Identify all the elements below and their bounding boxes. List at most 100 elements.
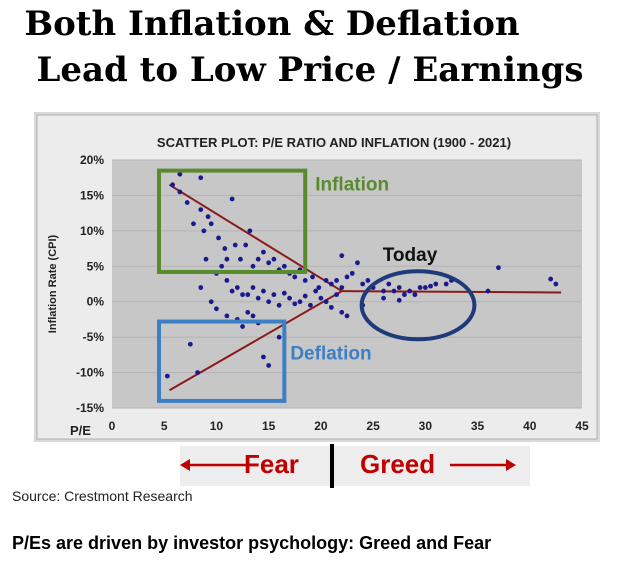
y-tick-label: 5% bbox=[87, 259, 105, 273]
data-point bbox=[407, 288, 413, 294]
data-point bbox=[276, 302, 282, 308]
data-point bbox=[250, 313, 256, 319]
y-tick-label: -10% bbox=[76, 366, 104, 380]
data-point bbox=[313, 288, 319, 294]
data-point bbox=[247, 228, 253, 234]
today-circle bbox=[359, 269, 477, 342]
data-point bbox=[201, 228, 207, 234]
data-point bbox=[323, 299, 329, 305]
plot-area bbox=[112, 160, 582, 408]
today-label: Today bbox=[383, 245, 438, 266]
data-point bbox=[205, 214, 211, 220]
y-tick-label: -15% bbox=[76, 401, 104, 415]
data-point bbox=[255, 256, 261, 262]
data-point bbox=[255, 295, 261, 301]
data-point bbox=[245, 292, 251, 298]
data-point bbox=[422, 285, 428, 290]
inflation-box bbox=[157, 168, 308, 274]
chart-title: SCATTER PLOT: P/E RATIO AND INFLATION (1… bbox=[157, 135, 511, 150]
x-tick-label: 15 bbox=[262, 419, 276, 433]
y-tick-label: 15% bbox=[80, 188, 104, 202]
data-point bbox=[240, 292, 245, 298]
y-tick-labels: 20% 15% 10% 5% 0% -5% -10% -15% bbox=[76, 153, 104, 415]
data-point bbox=[261, 288, 266, 294]
data-point bbox=[203, 256, 209, 262]
greed-label: Greed bbox=[360, 449, 436, 479]
x-tick-label: 0 bbox=[109, 419, 116, 433]
footer-caption: P/Es are driven by investor psychology: … bbox=[12, 533, 492, 553]
data-point bbox=[310, 274, 315, 280]
data-point bbox=[433, 281, 439, 287]
trend-line bbox=[168, 183, 343, 292]
data-point bbox=[219, 263, 225, 269]
data-point bbox=[339, 253, 345, 259]
inflation-label: Inflation bbox=[315, 175, 389, 196]
source-note: Source: Crestmont Research bbox=[12, 488, 193, 504]
fear-arrow-left bbox=[180, 459, 246, 471]
data-point bbox=[396, 285, 402, 290]
data-point bbox=[308, 302, 313, 308]
data-point bbox=[222, 246, 228, 251]
data-point bbox=[302, 293, 308, 299]
data-point bbox=[292, 274, 298, 280]
data-point bbox=[240, 324, 245, 329]
data-point bbox=[214, 306, 219, 312]
data-point bbox=[198, 175, 204, 181]
y-tick-label: 0% bbox=[87, 295, 105, 309]
headline-line-2: Lead to Low Price / Earnings bbox=[36, 50, 584, 90]
data-point bbox=[177, 171, 183, 177]
x-tick-labels: 0 5 10 15 20 25 30 35 40 45 bbox=[109, 419, 589, 433]
data-point bbox=[344, 274, 350, 280]
data-point bbox=[229, 288, 235, 294]
data-point bbox=[334, 292, 339, 298]
data-point bbox=[396, 297, 402, 303]
data-point bbox=[170, 182, 175, 188]
data-point bbox=[224, 313, 230, 319]
data-point bbox=[208, 299, 214, 305]
data-point bbox=[328, 281, 334, 287]
data-point bbox=[281, 263, 287, 269]
y-tick-label: 10% bbox=[80, 224, 104, 238]
data-point bbox=[323, 278, 329, 283]
data-point bbox=[292, 301, 298, 307]
data-point bbox=[344, 313, 350, 319]
trend-line bbox=[341, 290, 562, 294]
data-point bbox=[496, 265, 501, 271]
data-point bbox=[191, 221, 196, 227]
data-point bbox=[381, 295, 386, 301]
x-tick-label: 25 bbox=[366, 419, 380, 433]
data-point bbox=[412, 292, 418, 298]
data-point bbox=[234, 285, 240, 290]
x-tick-label: 35 bbox=[471, 419, 485, 433]
data-point bbox=[339, 285, 345, 290]
data-point bbox=[238, 256, 243, 262]
data-point bbox=[224, 278, 230, 283]
data-point bbox=[302, 278, 308, 283]
data-point bbox=[381, 288, 386, 294]
headline-line-1: Both Inflation & Deflation bbox=[24, 4, 520, 44]
data-point bbox=[177, 189, 183, 195]
x-tick-label: 45 bbox=[575, 419, 589, 433]
data-point bbox=[402, 292, 407, 298]
data-point bbox=[276, 334, 282, 340]
data-point bbox=[428, 283, 433, 289]
data-point bbox=[360, 281, 366, 287]
data-point bbox=[243, 242, 249, 248]
data-point bbox=[485, 288, 491, 294]
x-tick-label: 30 bbox=[419, 419, 433, 433]
data-point bbox=[245, 309, 251, 315]
deflation-label: Deflation bbox=[290, 344, 371, 365]
y-axis-label: Inflation Rate (CPI) bbox=[47, 234, 59, 333]
data-point bbox=[316, 285, 322, 290]
data-point bbox=[229, 196, 235, 202]
data-point bbox=[164, 373, 170, 379]
scatter-chart: SCATTER PLOT: P/E RATIO AND INFLATION (1… bbox=[34, 112, 600, 442]
data-point bbox=[195, 370, 201, 375]
deflation-box bbox=[157, 319, 287, 403]
data-point bbox=[443, 281, 449, 287]
x-tick-label: 40 bbox=[523, 419, 537, 433]
data-point bbox=[187, 341, 193, 347]
data-point bbox=[184, 200, 190, 205]
data-point bbox=[224, 256, 230, 262]
x-tick-label: 10 bbox=[210, 419, 224, 433]
